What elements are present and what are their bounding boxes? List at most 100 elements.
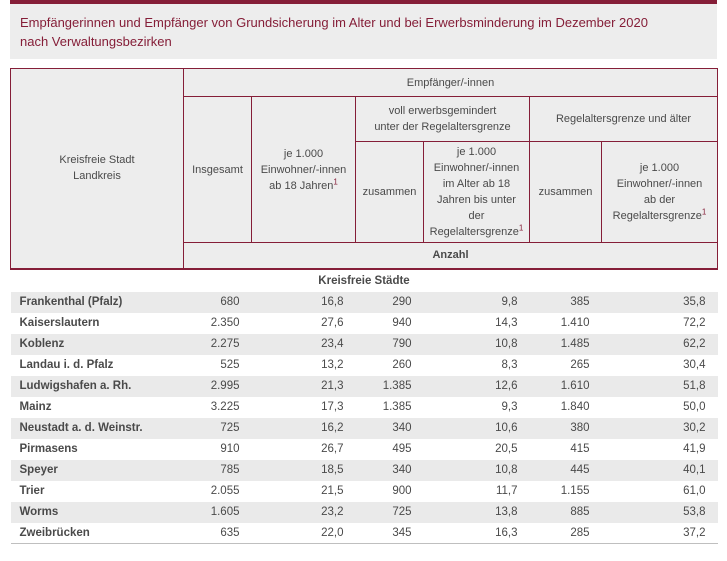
value-cell: 35,8 — [683, 296, 706, 308]
table-row: Worms 1.605 23,2 725 13,8 885 53,8 — [10, 501, 718, 523]
statistics-table: Kreisfreie Stadt Landkreis Empfänger/-in… — [10, 68, 719, 544]
value-cell: 725 — [392, 506, 412, 518]
value-cell: 37,2 — [601, 522, 718, 544]
col-header-insgesamt: Insgesamt — [183, 96, 252, 243]
table-row: Trier 2.055 21,5 900 11,7 1.155 61,0 — [11, 481, 718, 502]
district-name: Trier — [19, 485, 45, 497]
district-name: Pirmasens — [19, 443, 78, 455]
value-cell: 30,4 — [683, 359, 706, 371]
footnote-marker: 1 — [333, 176, 338, 186]
table-row: Speyer 785 18,5 340 10,8 445 40,1 — [10, 459, 718, 481]
value-cell: 61,0 — [683, 485, 706, 497]
value-cell: 11,7 — [495, 485, 518, 497]
value-cell: 785 — [220, 464, 240, 476]
value-cell: 1.485 — [560, 338, 590, 350]
value-cell: 16,3 — [423, 522, 530, 544]
value-cell: 16,8 — [321, 296, 344, 308]
value-cell: 680 — [220, 296, 240, 308]
district-name: Ludwigshafen a. Rh. — [19, 380, 132, 392]
value-cell: 27,6 — [321, 317, 344, 329]
value-cell: 290 — [392, 296, 412, 308]
value-cell: 790 — [392, 338, 412, 350]
value-cell: 9,8 — [501, 296, 518, 308]
value-cell: 285 — [529, 522, 602, 544]
value-cell: 1.610 — [560, 380, 590, 392]
group-header-voll-erwerbsgemindert: voll erwerbsgemindert unter der Regelalt… — [355, 96, 530, 142]
table-row: Kaiserslautern 2.350 27,6 940 14,3 1.410 72,2 — [11, 313, 718, 334]
value-cell: 2.995 — [210, 380, 240, 392]
value-cell: 3.225 — [210, 401, 240, 413]
district-name: Frankenthal (Pfalz) — [19, 296, 123, 308]
value-cell: 26,7 — [321, 443, 344, 455]
value-cell: 22,0 — [251, 522, 356, 544]
value-cell: 385 — [570, 296, 590, 308]
value-cell: 10,8 — [495, 338, 518, 350]
footnote-marker: 1 — [518, 223, 524, 233]
value-cell: 1.605 — [210, 506, 240, 518]
page-title: Empfängerinnen und Empfänger von Grundsi… — [10, 0, 717, 59]
value-cell: 21,5 — [321, 485, 344, 497]
district-name: Kaiserslautern — [19, 317, 100, 329]
value-cell: 72,2 — [683, 317, 706, 329]
value-cell: 1.385 — [382, 380, 412, 392]
value-cell: 1.410 — [560, 317, 590, 329]
value-cell: 415 — [570, 443, 590, 455]
value-cell: 445 — [570, 464, 590, 476]
value-cell: 940 — [392, 317, 412, 329]
table-row: Zweibrücken 635 22,0 345 16,3 285 37,2 — [10, 522, 718, 544]
value-cell: 8,3 — [501, 359, 518, 371]
table-row: Ludwigshafen a. Rh. 2.995 21,3 1.385 12,6 1.6… — [10, 375, 718, 397]
value-cell: 265 — [570, 359, 590, 371]
row-dimension-header: Kreisfreie Stadt Landkreis — [10, 68, 184, 269]
value-cell: 51,8 — [683, 380, 706, 392]
value-cell: 23,2 — [321, 506, 344, 518]
value-cell: 260 — [392, 359, 412, 371]
col-header-per-1000-retirement-age: je 1.000 Einwohner/-innen ab der Regelal… — [600, 141, 719, 243]
col-header-per-1000-working-age-text: je 1.000 Einwohner/-innen im Alter ab 18… — [429, 146, 520, 238]
value-cell: 17,3 — [321, 401, 344, 413]
district-name: Worms — [19, 506, 59, 518]
value-cell: 10,8 — [495, 464, 518, 476]
col-header-zusammen-erwerbsgemindert: zusammen — [355, 141, 424, 243]
value-cell: 525 — [220, 359, 240, 371]
table-body: Kreisfreie Städte Frankenthal (Pfalz) 680… — [10, 268, 718, 544]
value-cell: 50,0 — [683, 401, 706, 413]
district-name: Neustadt a. d. Weinstr. — [19, 422, 143, 434]
value-cell: 380 — [570, 422, 590, 434]
value-cell: 340 — [392, 422, 412, 434]
value-cell: 1.385 — [382, 401, 412, 413]
value-cell: 41,9 — [683, 443, 706, 455]
value-cell: 2.350 — [210, 317, 240, 329]
district-name: Koblenz — [19, 338, 65, 350]
value-cell: 23,4 — [321, 338, 344, 350]
value-cell: 2.275 — [210, 338, 240, 350]
value-cell: 340 — [392, 464, 412, 476]
value-cell: 21,3 — [321, 380, 344, 392]
value-cell: 2.055 — [210, 485, 240, 497]
district-name: Speyer — [19, 464, 58, 476]
value-cell: 900 — [392, 485, 412, 497]
value-cell: 910 — [220, 443, 240, 455]
table-row: Neustadt a. d. Weinstr. 725 16,2 340 10,6 380… — [10, 417, 718, 439]
value-cell: 62,2 — [683, 338, 706, 350]
district-name: Landau i. d. Pfalz — [19, 359, 114, 371]
value-cell: 345 — [355, 522, 424, 544]
unit-row-label: Anzahl — [182, 242, 719, 269]
group-header-empfaenger: Empfänger/-innen — [182, 68, 719, 97]
table-row: Frankenthal (Pfalz) 680 16,8 290 9,8 385 35,8 — [10, 291, 718, 313]
value-cell: 885 — [570, 506, 590, 518]
value-cell: 13,2 — [321, 359, 344, 371]
col-header-per-1000-retirement-age-text: je 1.000 Einwohner/-innen ab der Regelal… — [612, 162, 703, 222]
value-cell: 13,8 — [495, 506, 518, 518]
value-cell: 1.155 — [560, 485, 590, 497]
value-cell: 14,3 — [495, 317, 518, 329]
section-header-row: Kreisfreie Städte — [10, 268, 718, 292]
value-cell: 16,2 — [321, 422, 344, 434]
district-name: Mainz — [19, 401, 52, 413]
value-cell: 30,2 — [683, 422, 706, 434]
col-header-per-1000-working-age: je 1.000 Einwohner/-innen im Alter ab 18… — [423, 141, 530, 243]
group-header-regelaltersgrenze: Regelaltersgrenze und älter — [528, 96, 719, 142]
value-cell: 53,8 — [683, 506, 706, 518]
value-cell: 495 — [392, 443, 412, 455]
